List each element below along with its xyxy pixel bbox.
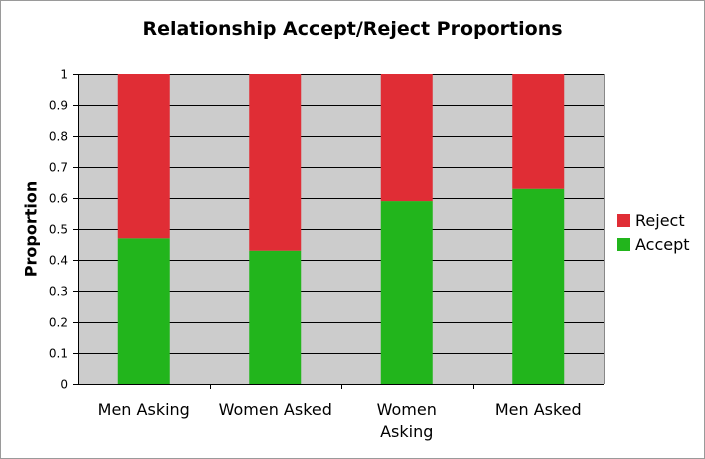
- y-tick-label: 0.1: [49, 347, 68, 361]
- bar-reject: [512, 74, 565, 189]
- bar-accept: [249, 250, 302, 384]
- y-tick-label: 0.6: [49, 192, 68, 206]
- y-tick-label: 0.9: [49, 99, 68, 113]
- y-tick-label: 0.2: [49, 316, 68, 330]
- legend-label-accept: Accept: [635, 234, 690, 254]
- legend-label-reject: Reject: [635, 210, 685, 230]
- x-category-label: Asking: [380, 422, 433, 441]
- bar-reject: [380, 74, 433, 202]
- y-tick-label: 0.3: [49, 285, 68, 299]
- x-category-label: Men Asked: [495, 400, 582, 419]
- x-category-label: Men Asking: [98, 400, 190, 419]
- legend-item-reject: Reject: [617, 208, 690, 232]
- y-tick-label: 1: [60, 68, 68, 82]
- x-category-label: Women: [377, 400, 437, 419]
- y-tick-label: 0.5: [49, 223, 68, 237]
- bar-accept: [512, 188, 565, 384]
- bar-reject: [117, 74, 170, 239]
- chart-title: Relationship Accept/Reject Proportions: [142, 18, 563, 40]
- legend: Reject Accept: [617, 208, 690, 256]
- bar-reject: [249, 74, 302, 251]
- y-tick-label: 0.7: [49, 161, 68, 175]
- x-category-label: Women Asked: [219, 400, 332, 419]
- y-tick-label: 0: [60, 378, 68, 392]
- legend-swatch-reject: [617, 213, 630, 227]
- y-tick-label: 0.8: [49, 130, 68, 144]
- legend-swatch-accept: [617, 237, 630, 251]
- bar-accept: [117, 238, 170, 384]
- y-tick-label: 0.4: [49, 254, 68, 268]
- legend-item-accept: Accept: [617, 232, 690, 256]
- bar-accept: [380, 201, 433, 384]
